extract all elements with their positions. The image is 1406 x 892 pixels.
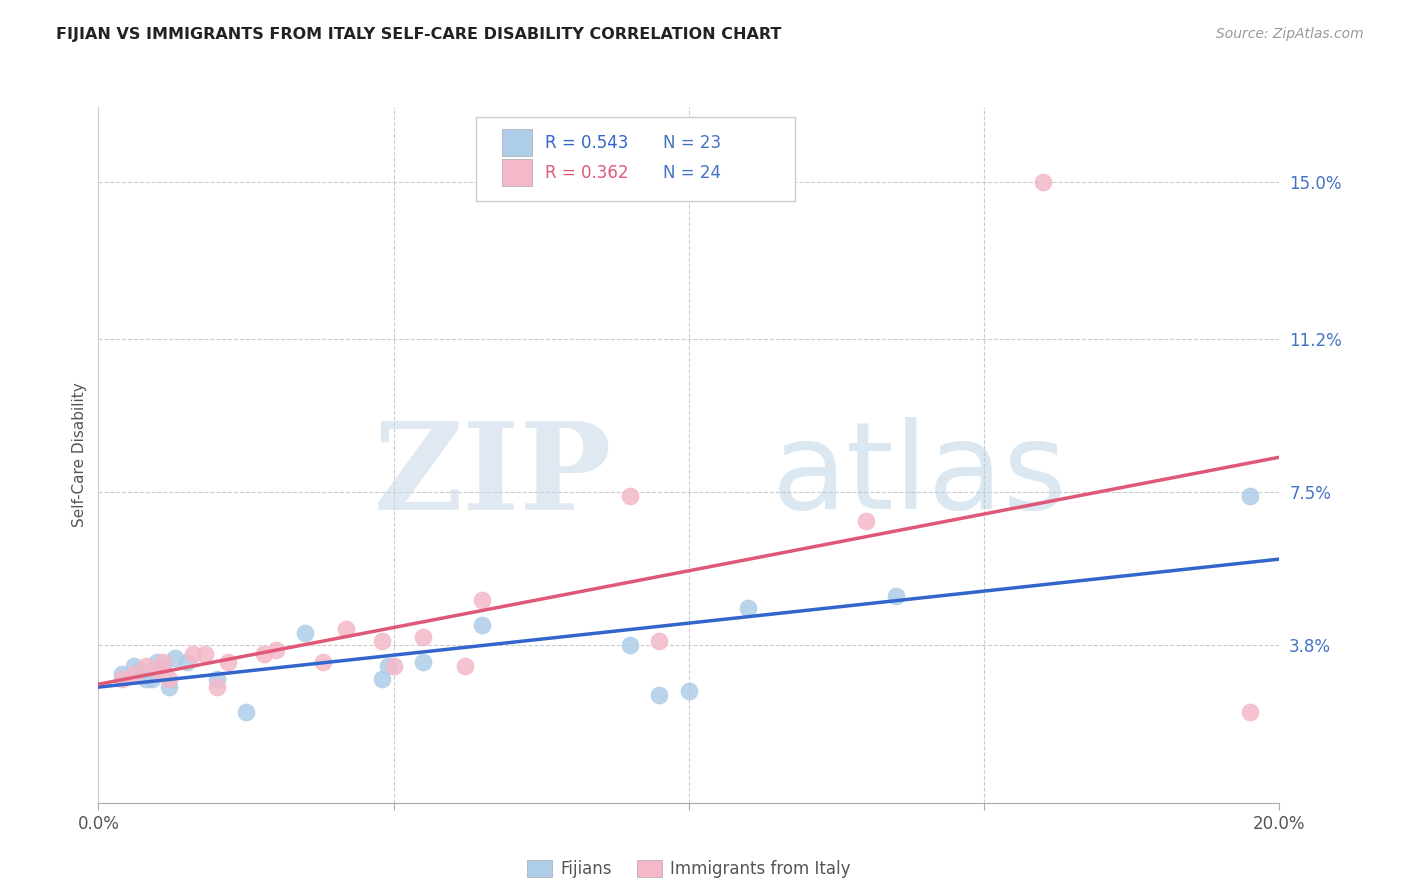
Point xyxy=(205,672,228,686)
Point xyxy=(235,705,257,719)
Text: N = 23: N = 23 xyxy=(664,134,721,152)
Point xyxy=(152,659,174,673)
Text: R = 0.543: R = 0.543 xyxy=(546,134,628,152)
Point xyxy=(157,680,180,694)
Point xyxy=(335,622,357,636)
Point xyxy=(111,672,134,686)
Text: FIJIAN VS IMMIGRANTS FROM ITALY SELF-CARE DISABILITY CORRELATION CHART: FIJIAN VS IMMIGRANTS FROM ITALY SELF-CAR… xyxy=(56,27,782,42)
Point xyxy=(146,663,169,677)
Point xyxy=(146,655,169,669)
Point xyxy=(122,667,145,681)
Point xyxy=(471,592,494,607)
Point xyxy=(619,489,641,503)
Point xyxy=(135,659,157,673)
Point xyxy=(884,589,907,603)
Text: R = 0.362: R = 0.362 xyxy=(546,164,628,182)
Point xyxy=(205,680,228,694)
FancyBboxPatch shape xyxy=(502,159,531,186)
Point xyxy=(294,626,316,640)
Point xyxy=(217,655,239,669)
Text: ZIP: ZIP xyxy=(374,417,612,535)
FancyBboxPatch shape xyxy=(502,129,531,156)
Point xyxy=(128,663,150,677)
Point xyxy=(453,659,475,673)
Point xyxy=(471,617,494,632)
Point xyxy=(264,642,287,657)
Point xyxy=(157,672,180,686)
Point xyxy=(382,659,405,673)
Point xyxy=(1239,705,1261,719)
Point xyxy=(253,647,276,661)
Legend: Fijians, Immigrants from Italy: Fijians, Immigrants from Italy xyxy=(520,854,858,885)
Point xyxy=(371,672,394,686)
Point xyxy=(122,659,145,673)
Y-axis label: Self-Care Disability: Self-Care Disability xyxy=(72,383,87,527)
Point xyxy=(135,672,157,686)
Point xyxy=(1032,175,1054,189)
Text: N = 24: N = 24 xyxy=(664,164,721,182)
Text: atlas: atlas xyxy=(772,417,1067,534)
Point xyxy=(111,667,134,681)
Point xyxy=(176,655,198,669)
Point xyxy=(194,647,217,661)
Point xyxy=(1239,489,1261,503)
Point xyxy=(312,655,335,669)
Point xyxy=(165,651,187,665)
Point xyxy=(648,634,671,648)
Text: Source: ZipAtlas.com: Source: ZipAtlas.com xyxy=(1216,27,1364,41)
Point xyxy=(737,601,759,615)
Point xyxy=(855,514,877,528)
Point xyxy=(678,684,700,698)
Point xyxy=(619,639,641,653)
Point xyxy=(152,655,174,669)
Point xyxy=(141,672,163,686)
Point xyxy=(412,630,434,644)
Point xyxy=(377,659,399,673)
FancyBboxPatch shape xyxy=(477,118,796,201)
Point xyxy=(648,688,671,702)
Point xyxy=(412,655,434,669)
Point xyxy=(371,634,394,648)
Point xyxy=(181,647,204,661)
